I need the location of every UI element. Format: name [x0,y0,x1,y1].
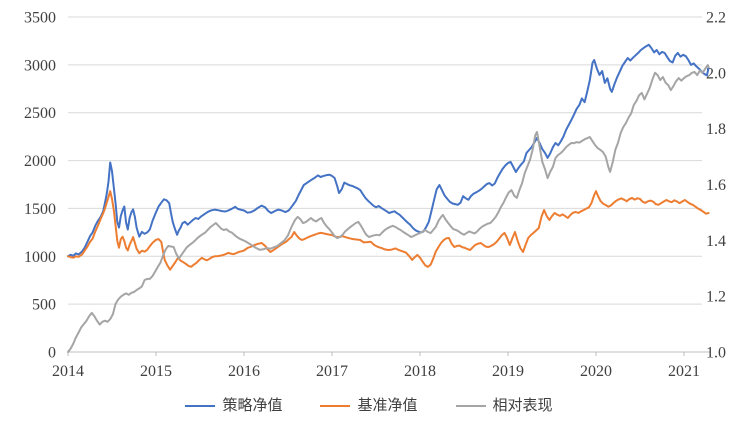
legend-label-relative: 相对表现 [492,397,553,414]
legend-swatch-benchmark [320,405,351,407]
x-tick-label: 2019 [492,363,524,380]
legend-item-strategy: 策略净值 [185,396,282,416]
x-tick-label: 2021 [668,363,700,380]
series-line-benchmark-nav [67,190,710,271]
x-tick-label: 2017 [316,363,348,380]
y-left-tick-label: 2000 [24,153,56,170]
x-tick-label: 2016 [228,363,260,380]
x-tick-label: 2020 [580,363,612,380]
y-left-tick-label: 500 [32,297,56,314]
y-right-tick-label: 1.2 [706,289,726,306]
y-right-tick-label: 2.0 [706,65,726,82]
x-tick-label: 2018 [404,363,436,380]
legend-label-strategy: 策略净值 [222,397,283,414]
y-right-tick-label: 1.0 [706,345,726,362]
y-left-tick-label: 3500 [24,10,56,27]
y-right-tick-label: 1.8 [706,121,726,138]
y-left-tick-label: 1500 [24,201,56,218]
x-tick-label: 2015 [140,363,172,380]
y-right-tick-label: 2.2 [706,10,726,27]
legend-swatch-strategy [185,405,216,407]
legend-item-relative: 相对表现 [455,396,553,416]
legend-swatch-relative [455,405,486,407]
series-line-strategy-nav [67,43,710,258]
y-left-tick-label: 2500 [24,105,56,122]
y-left-tick-label: 3000 [24,57,56,74]
y-right-tick-label: 1.6 [706,177,726,194]
series-line-relative-performance [67,64,710,353]
x-tick-label: 2014 [52,363,84,380]
legend-label-benchmark: 基准净值 [357,397,418,414]
y-right-tick-label: 1.4 [706,233,726,250]
y-left-tick-label: 1000 [24,249,56,266]
legend: 策略净值 基准净值 相对表现 [0,396,738,416]
y-left-tick-label: 0 [48,345,56,362]
legend-item-benchmark: 基准净值 [320,396,418,416]
